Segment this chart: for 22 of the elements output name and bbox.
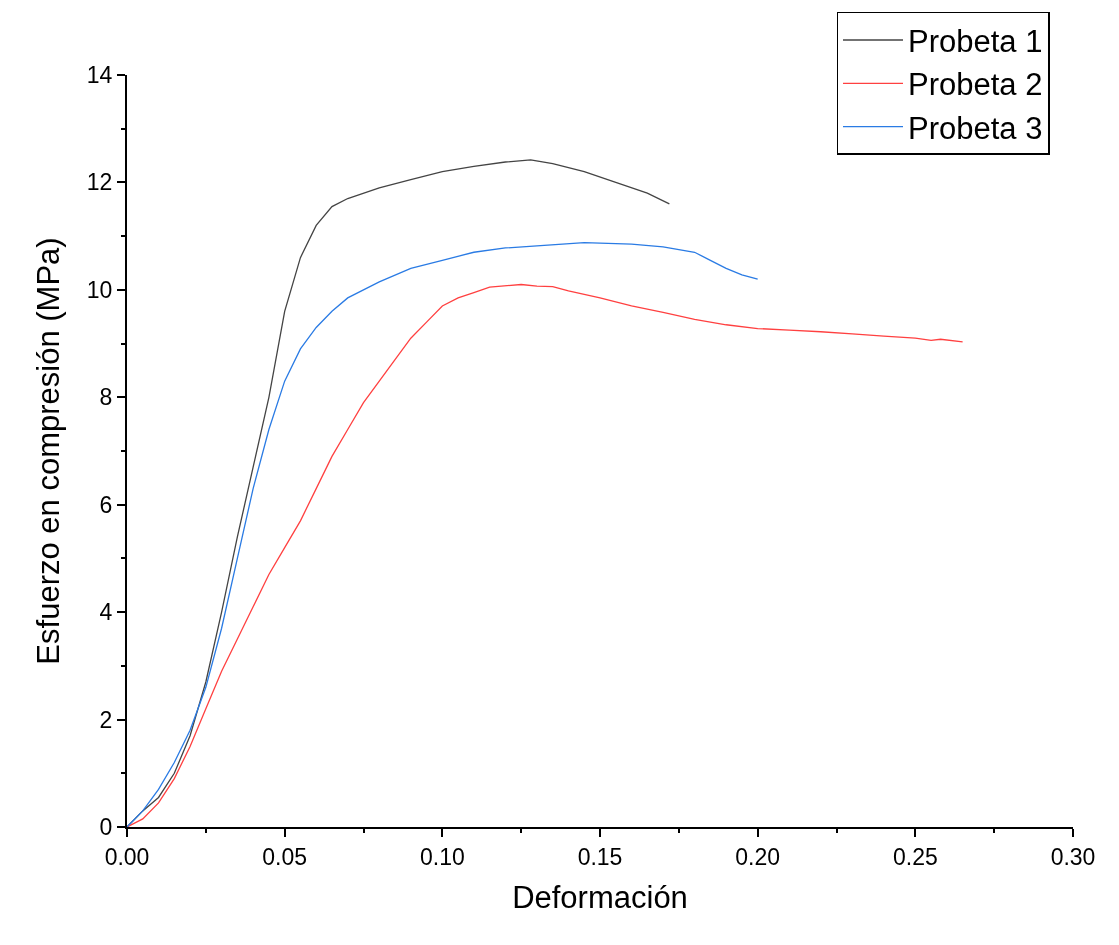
- x-tick-label: 0.00: [104, 843, 150, 870]
- legend-label: Probeta 1: [908, 24, 1043, 60]
- line-series: [127, 283, 964, 827]
- x-axis-title: Deformación: [512, 880, 688, 916]
- line-series: [127, 241, 759, 827]
- legend-label: Probeta 2: [908, 67, 1043, 103]
- x-tick-label: 0.05: [262, 843, 308, 870]
- y-tick-label: 12: [86, 169, 113, 196]
- x-tick-label: 0.30: [1050, 843, 1096, 870]
- x-tick-label: 0.15: [577, 843, 623, 870]
- y-tick-label: 2: [99, 706, 113, 733]
- x-tick-label: 0.25: [892, 843, 938, 870]
- x-tick-label: 0.20: [735, 843, 781, 870]
- y-tick-label: 6: [99, 491, 113, 518]
- y-tick-label: 4: [99, 599, 113, 626]
- x-tick-label: 0.10: [419, 843, 465, 870]
- y-tick-label: 14: [86, 62, 113, 89]
- y-tick-label: 0: [99, 814, 113, 841]
- y-tick-label: 10: [86, 276, 113, 303]
- y-tick-label: 8: [99, 384, 113, 411]
- legend-label: Probeta 3: [908, 110, 1043, 146]
- y-axis-title: Esfuerzo en compresión (MPa): [30, 237, 66, 665]
